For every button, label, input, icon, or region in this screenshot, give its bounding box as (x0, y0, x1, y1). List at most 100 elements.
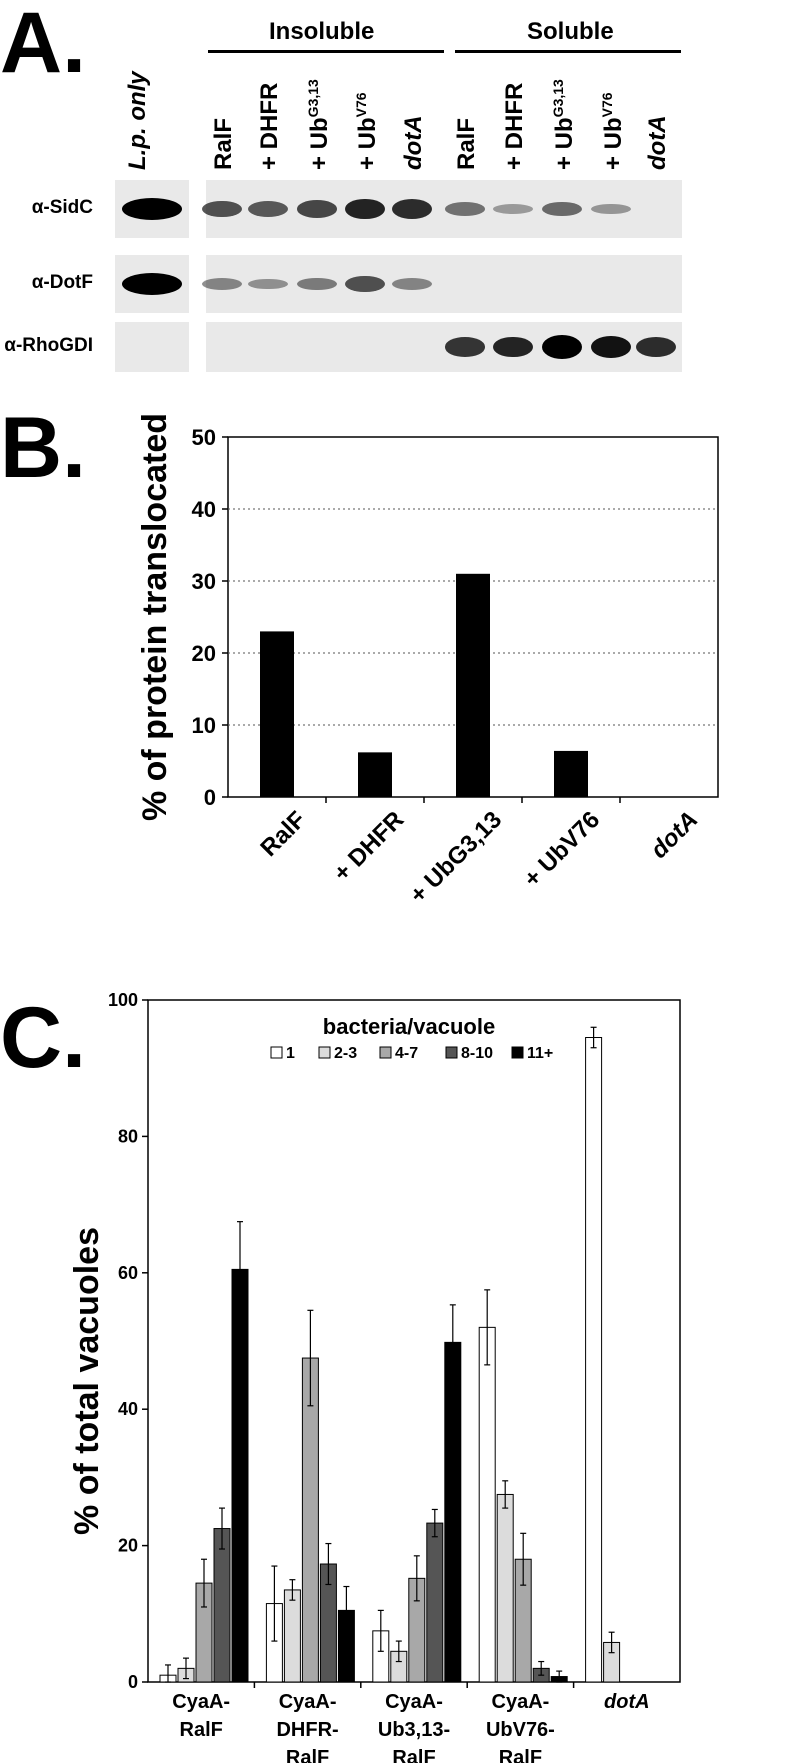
lane-label-main: + Ub (600, 117, 627, 170)
bar (478, 1326, 496, 1683)
bar (358, 752, 392, 797)
lane-label: RalF (210, 118, 238, 170)
bar (283, 1589, 301, 1683)
lane-label: + UbG3,13 (305, 79, 334, 170)
x-tick-label: UbV76- (486, 1719, 555, 1741)
legend-swatch (270, 1046, 283, 1059)
x-tick-label: dotA (604, 1691, 650, 1713)
blot-band (636, 337, 676, 357)
blot-band (542, 335, 582, 359)
lane-label: + UbG3,13 (550, 79, 579, 170)
lane-label-main: RalF (210, 117, 237, 170)
bar (444, 1341, 462, 1683)
blot-band (202, 278, 242, 290)
y-tick-label: 100 (108, 990, 138, 1010)
blot-band (591, 335, 631, 359)
x-tick-label: Ub3,13- (378, 1719, 450, 1741)
lane-label: + UbV76 (599, 92, 628, 170)
x-tick-label: CyaA- (385, 1691, 443, 1713)
x-tick-label: CyaA- (492, 1691, 550, 1713)
blot-band (297, 277, 337, 291)
translocation-bar-chart: 0 10 20 30 40 50 RalF + DHFR+ UbG3,13 + UbV76 dot… (136, 413, 719, 909)
group-label-soluble: Soluble (527, 18, 614, 45)
legend-swatch (379, 1046, 392, 1059)
y-axis-label: % of protein translocated (136, 413, 174, 821)
panel-letter-c: C. (0, 990, 86, 1086)
blot-band (122, 198, 182, 220)
lane-label-main: RalF (453, 117, 480, 170)
panel-letter-b: B. (0, 400, 86, 496)
blot-band (493, 336, 533, 358)
lane-label: RalF (453, 118, 481, 170)
legend-swatch (445, 1046, 458, 1059)
x-tick-label: CyaA- (172, 1691, 230, 1713)
blot-band (122, 273, 182, 295)
lane-label: + UbV76 (353, 92, 382, 170)
lane-label: + DHFR (256, 83, 284, 170)
blot-band (493, 204, 533, 214)
lane-label: dotA (644, 115, 672, 170)
lane-label-main: L.p. only (124, 71, 151, 170)
lane-label-main: + Ub (551, 117, 578, 170)
bar (496, 1493, 514, 1683)
lane-label-main: dotA (644, 115, 671, 170)
blot-band (445, 202, 485, 216)
soluble-bar (455, 50, 681, 53)
lane-label-superscript: V76 (353, 92, 369, 118)
y-tick-label: 60 (118, 1263, 138, 1283)
x-tick-label: RalF (499, 1747, 542, 1763)
bar (260, 631, 294, 797)
x-tick-label: DHFR- (276, 1719, 338, 1741)
legend-label: 11+ (527, 1045, 553, 1062)
x-tick-label: CyaA- (279, 1691, 337, 1713)
x-tick-label: RalF (255, 806, 311, 862)
y-tick-label: 20 (192, 641, 216, 666)
blot-row-label: α-DotF (31, 272, 93, 293)
bar (426, 1522, 444, 1683)
bar (301, 1357, 319, 1683)
y-tick-label: 10 (192, 713, 216, 738)
blot-panel-main (206, 255, 682, 313)
lane-label-superscript: V76 (599, 92, 615, 118)
bar (456, 573, 490, 797)
y-tick-label: 20 (118, 1536, 138, 1556)
x-tick-label: + DHFR (328, 806, 409, 887)
blot-row-label: α-SidC (31, 197, 93, 218)
lane-label-main: dotA (400, 115, 427, 170)
group-label-insoluble: Insoluble (269, 18, 375, 45)
x-tick-label: RalF (180, 1719, 223, 1741)
y-tick-label: 40 (192, 497, 216, 522)
y-tick-label: 30 (192, 569, 216, 594)
blot-row-label: α-RhoGDI (4, 335, 93, 356)
y-tick-label: 40 (118, 1399, 138, 1419)
lane-label: L.p. only (124, 71, 152, 170)
lane-label: + DHFR (501, 83, 529, 170)
x-tick-label: + UbG3,13 (405, 806, 508, 909)
legend-label: 2-3 (334, 1045, 357, 1062)
legend-title: bacteria/vacuole (323, 1014, 495, 1039)
bar (213, 1528, 231, 1683)
blot-band (248, 278, 288, 290)
lane-label-main: + Ub (306, 117, 333, 170)
blot-band (297, 200, 337, 218)
blot-band (542, 201, 582, 217)
blot-band (248, 201, 288, 217)
blot-band (591, 203, 631, 215)
insoluble-bar (208, 50, 444, 53)
blot-band (445, 337, 485, 357)
y-axis-label: % of total vacuoles (68, 1227, 106, 1535)
y-tick-label: 0 (204, 785, 216, 810)
legend-label: 8-10 (461, 1045, 493, 1062)
x-tick-label: RalF (392, 1747, 435, 1763)
bar (554, 750, 588, 797)
lane-label-main: + Ub (354, 117, 381, 170)
x-tick-label: RalF (286, 1747, 329, 1763)
y-tick-label: 0 (128, 1672, 138, 1692)
x-tick-label: dotA (646, 806, 704, 864)
blot-panel-lp-only (115, 322, 189, 372)
blot-band (345, 198, 385, 220)
bar (231, 1268, 249, 1683)
blot-band (202, 200, 242, 218)
blot-band (345, 275, 385, 293)
legend-label: 1 (286, 1045, 295, 1062)
